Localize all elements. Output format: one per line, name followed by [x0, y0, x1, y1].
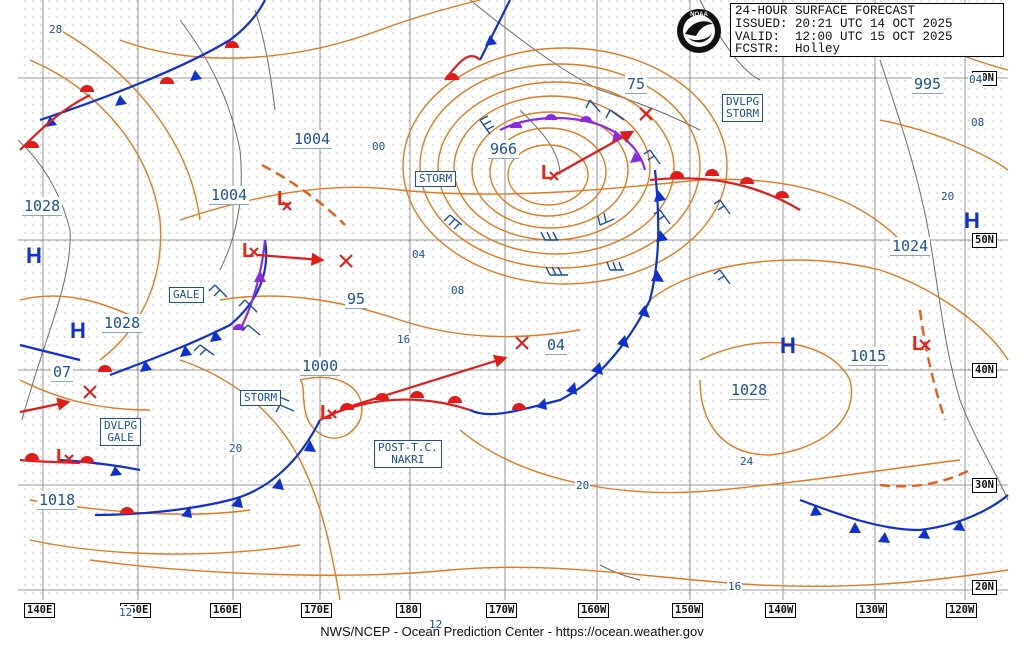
developing-storm-warning: DVLPG STORM: [722, 94, 764, 122]
pressure-label-1018: 1018: [37, 491, 78, 510]
footer-credit: NWS/NCEP - Ocean Prediction Center - htt…: [320, 624, 704, 639]
isobar-label-08-east: 08: [970, 116, 986, 129]
pressure-label-1028-mid: 1028: [102, 314, 143, 333]
pressure-label-966: 966: [488, 140, 520, 159]
noaa-logo-text: NOAA: [690, 12, 708, 18]
isobar-label-12-mid: 12: [428, 618, 444, 631]
pressure-label-07: 07: [51, 363, 74, 382]
low-pressure-north: L: [277, 188, 290, 210]
isobar-label-00: 00: [371, 140, 387, 153]
low-pressure-966: L: [541, 162, 554, 184]
developing-gale-warning: DVLPG GALE: [100, 418, 142, 446]
lon-label-140w: 140W: [765, 603, 797, 618]
occluded-front: [239, 116, 647, 331]
low-pressure-southwest: L: [56, 446, 69, 468]
isobar-label-20-west: 20: [228, 442, 244, 455]
isobar-label-28: 28: [48, 23, 64, 36]
isobar-label-20-east: 20: [940, 190, 956, 203]
pressure-label-1028-east: 1028: [729, 381, 770, 400]
occluded-symbols: [233, 114, 642, 330]
isobar-label-24: 24: [739, 455, 755, 468]
low-pressure-1000: L: [320, 402, 333, 424]
forecast-title: 24-HOUR SURFACE FORECAST: [735, 4, 916, 18]
high-pressure-far-east: H: [964, 208, 980, 233]
issued-time: ISSUED: 20:21 UTC 14 OCT 2025: [735, 17, 953, 31]
storm-warning-north: STORM: [415, 171, 457, 187]
isobar-label-12-west: 12: [118, 606, 134, 619]
pressure-label-1015: 1015: [848, 347, 889, 366]
lon-label-140e: 140E: [24, 603, 56, 618]
isobars: [19, 0, 1009, 601]
post-tropical-nakri-label: POST-T.C. NAKRI: [374, 440, 442, 468]
pressure-label-1000: 1000: [300, 357, 341, 376]
lon-label-160w: 160W: [578, 603, 610, 618]
lon-label-170w: 170W: [486, 603, 518, 618]
high-pressure-west: H: [26, 243, 42, 268]
lon-label-160e: 160E: [210, 603, 242, 618]
lat-label-40n: 40N: [972, 363, 997, 378]
lon-label-120w: 120W: [946, 603, 978, 618]
troughs: [261, 163, 971, 488]
future-position-markers: [64, 107, 931, 464]
pressure-label-1004-west: 1004: [209, 186, 250, 205]
map-background: [18, 0, 1008, 600]
pressure-label-95: 95: [345, 290, 368, 309]
lon-label-170e: 170E: [301, 603, 333, 618]
pressure-label-75: 75: [625, 75, 648, 94]
isobar-label-16-south: 16: [727, 580, 743, 593]
low-pressure-east: L: [912, 333, 925, 355]
isobar-label-08: 08: [450, 284, 466, 297]
isobar-label-16: 16: [396, 333, 412, 346]
isobar-label-04: 04: [411, 248, 427, 261]
lon-label-130w: 130W: [856, 603, 888, 618]
pressure-label-1004-north: 1004: [292, 130, 333, 149]
high-pressure-east: H: [780, 333, 796, 358]
pressure-label-1024: 1024: [890, 237, 931, 256]
isobar-label-04-east: 04: [968, 73, 984, 86]
valid-time: VALID: 12:00 UTC 15 OCT 2025: [735, 30, 953, 44]
lon-label-150w: 150W: [672, 603, 704, 618]
isobar-label-20-south: 20: [575, 479, 591, 492]
high-pressure-mid-west: H: [70, 318, 86, 343]
lat-label-30n: 30N: [972, 478, 997, 493]
pressure-label-04: 04: [545, 336, 568, 355]
storm-warning-west: STORM: [240, 390, 282, 406]
wind-barbs: [193, 99, 731, 413]
forecast-info-box: 24-HOUR SURFACE FORECAST ISSUED: 20:21 U…: [730, 3, 1004, 57]
gale-warning: GALE: [169, 287, 204, 303]
pressure-label-995: 995: [912, 75, 944, 94]
cold-front-triangles: [45, 35, 965, 543]
pressure-label-1028-west: 1028: [22, 197, 63, 216]
noaa-logo: NOAA: [677, 9, 721, 53]
storm-track-arrows: [19, 130, 635, 414]
lat-label-20n: 20N: [972, 580, 997, 595]
low-pressure-gale: L: [242, 240, 255, 262]
lon-label-180: 180: [396, 603, 421, 618]
forecaster-name: FCSTR: Holley: [735, 42, 841, 56]
lat-label-50n: 50N: [972, 233, 997, 248]
